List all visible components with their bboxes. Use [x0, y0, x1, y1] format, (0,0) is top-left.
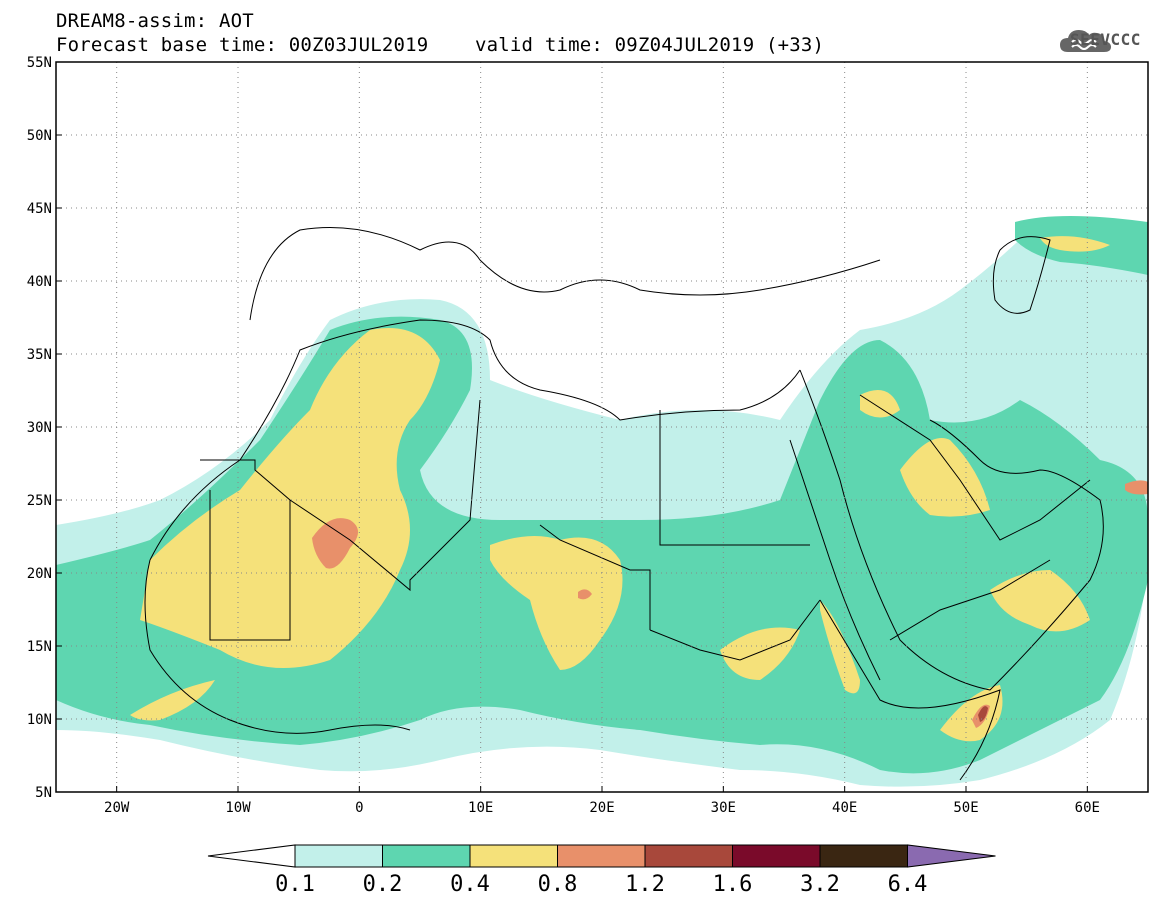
west-africa-coast: [144, 559, 411, 734]
lon-tick-label: 20W: [104, 800, 130, 816]
lat-axis: 5N 10N 15N 20N 25N 30N 35N 40N 45N 50N 55N: [27, 55, 62, 801]
aot-contour-0.8-algeria: [312, 518, 358, 569]
lat-tick-label: 15N: [27, 639, 52, 655]
colorbar-label: 1.2: [625, 872, 665, 897]
colorbar-label: 0.4: [450, 872, 490, 897]
border-sudan: [649, 599, 821, 661]
border-yemen: [889, 559, 1051, 641]
aot-contour-0.4-sudan: [720, 627, 800, 680]
border-chad: [539, 524, 651, 630]
aot-contour-0.4-gulf: [900, 438, 990, 517]
lon-tick-label: 20E: [589, 800, 614, 816]
europe-coast: [249, 227, 881, 321]
lon-tick-label: 40E: [832, 800, 857, 816]
horn-africa-coast: [819, 599, 1001, 781]
colorbar-swatch: [732, 844, 821, 868]
aot-contour-0.4-aral: [1040, 236, 1110, 252]
lon-tick-label: 10E: [468, 800, 493, 816]
colorbar-swatch: [294, 844, 383, 868]
colorbar-swatch: [819, 844, 908, 868]
lat-tick-label: 55N: [27, 55, 52, 71]
aot-contour-0.8-gulf: [1125, 480, 1148, 495]
border-libya-egypt: [659, 410, 810, 546]
colorbar-right-arrow: [907, 844, 996, 868]
aot-contour-0.4-chad: [490, 536, 623, 670]
colorbar-swatch: [382, 844, 471, 868]
lat-tick-label: 30N: [27, 420, 52, 436]
lon-tick-label: 50E: [953, 800, 978, 816]
red-sea: [789, 439, 881, 681]
aot-contour-0.4-redsea: [820, 600, 860, 694]
colorbar-label: 3.2: [800, 872, 840, 897]
cloud-icon: [1060, 30, 1111, 52]
aot-contour-0.4-westafrica: [130, 680, 215, 721]
colorbar-swatch: [644, 844, 733, 868]
colorbar-left-arrow: [207, 844, 296, 868]
colorbar-swatch: [469, 844, 558, 868]
logo-text: SEEVCCC: [1070, 30, 1141, 49]
forecast-times: Forecast base time: 00Z03JUL2019 valid t…: [56, 34, 825, 56]
lon-tick-label: 60E: [1075, 800, 1100, 816]
lon-tick-label: 0: [355, 800, 363, 816]
colorbar-swatch: [557, 844, 646, 868]
colorbar-label: 0.8: [538, 872, 578, 897]
aot-contour-0.8-chad: [578, 589, 592, 600]
colorbar-legend: 0.1 0.2 0.4 0.8 1.2 1.6 3.2 6.4: [207, 844, 996, 897]
lat-tick-label: 45N: [27, 201, 52, 217]
lon-axis: 20W 10W 0 10E 20E 30E 40E 50E 60E: [104, 786, 1100, 816]
aot-contour-0.4-arabia: [860, 390, 900, 418]
lat-tick-label: 50N: [27, 128, 52, 144]
lat-tick-label: 25N: [27, 493, 52, 509]
dust-field: [56, 216, 1148, 787]
lat-tick-label: 20N: [27, 566, 52, 582]
lat-tick-label: 35N: [27, 347, 52, 363]
north-africa-coast: [149, 319, 801, 561]
aot-contour-0.4-sahara: [140, 328, 440, 668]
colorbar-label: 0.1: [275, 872, 315, 897]
map-title: DREAM8-assim: AOT: [56, 10, 254, 32]
colorbar-label: 0.2: [363, 872, 403, 897]
caspian-coast: [992, 236, 1051, 314]
arabia-coast: [799, 369, 1104, 691]
lat-tick-label: 40N: [27, 274, 52, 290]
aot-contour-1.2-somalia: [978, 706, 988, 722]
coastlines: [144, 227, 1104, 781]
lat-tick-label: 5N: [35, 785, 52, 801]
lon-tick-label: 10W: [225, 800, 251, 816]
lat-tick-label: 10N: [27, 712, 52, 728]
aot-contour-0.4-somalia: [940, 685, 1003, 742]
aot-contour-0.4-rubalkhali: [990, 570, 1090, 632]
colorbar-label: 1.6: [713, 872, 753, 897]
border-saudi: [859, 394, 1091, 541]
lon-tick-label: 30E: [711, 800, 736, 816]
colorbar-label: 6.4: [888, 872, 928, 897]
